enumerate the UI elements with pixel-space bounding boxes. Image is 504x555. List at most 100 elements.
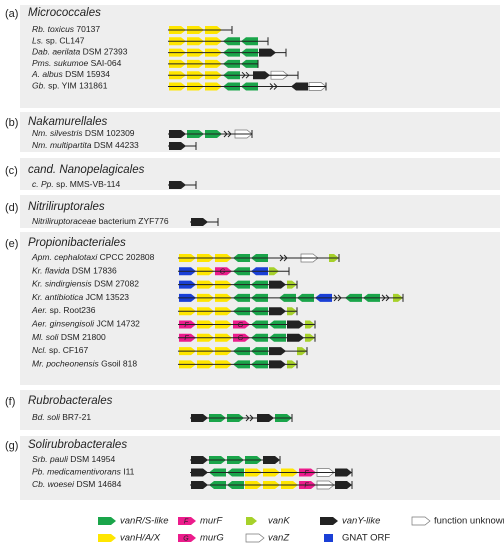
organism: Ls. sp. CL147 [32, 36, 85, 46]
legend-label: vanR/S-like [120, 516, 169, 527]
section-box [20, 436, 500, 500]
strain: I11 [123, 467, 134, 477]
organism: Pb. medicamentivorans I11 [32, 467, 135, 477]
genus: Aer. ginsengisoli [31, 319, 95, 329]
genus: Kr. flavida [32, 266, 70, 276]
section-title: Nitriliruptorales [28, 201, 105, 213]
organism: Nitriliruptoraceae bacterium ZYF776 [32, 216, 169, 226]
strain: JCM 13523 [86, 292, 130, 302]
strain: DSM 27393 [83, 47, 128, 57]
section-letter: (g) [5, 440, 18, 452]
organism: Rb. toxicus 70137 [32, 24, 100, 34]
organism: Cb. woesei DSM 14684 [32, 479, 122, 489]
section-box [20, 195, 500, 228]
gene-letter: G [238, 322, 244, 329]
strain: Gsoil 818 [101, 359, 137, 369]
genus: Nm. silvestris [32, 128, 83, 138]
strain: CPCC 202808 [100, 252, 155, 262]
genus: Pms. sukumoe [32, 58, 88, 68]
section-title: Micrococcales [28, 7, 101, 19]
gene-arrow [320, 517, 338, 525]
section-letter: (f) [5, 396, 15, 408]
organism: Ncl. sp. CF167 [32, 345, 89, 355]
genus: Kr. sindirgiensis [32, 279, 92, 289]
organism: Kr. flavida DSM 17836 [32, 266, 117, 276]
strain: DSM 17836 [72, 266, 117, 276]
organism: A. albus DSM 15934 [31, 69, 110, 79]
genus: Gb. [32, 81, 46, 91]
genus: Aer. [31, 305, 47, 315]
genus: Srb. pauli [32, 454, 69, 464]
strain: sp. YIM 131861 [48, 81, 108, 91]
legend-label: GNAT ORF [342, 533, 390, 544]
genus: Ncl. [32, 345, 47, 355]
organism: Bd. soli BR7-21 [32, 412, 91, 422]
section-title: Nakamurellales [28, 116, 108, 128]
strain: JCM 14732 [96, 319, 140, 329]
genus: Nitriliruptoraceae [32, 216, 97, 226]
legend-label: vanY-like [342, 516, 380, 527]
section-title: Solirubrobacterales [28, 439, 127, 451]
section-title: Rubrobacterales [28, 395, 113, 407]
gene-arrow [245, 533, 265, 543]
gene-letter: F [184, 518, 189, 525]
gene-arrow [178, 534, 196, 542]
organism: Aer. sp. Root236 [31, 305, 96, 315]
section-letter: (e) [5, 238, 18, 250]
gene-letter: G [183, 535, 189, 542]
organism: Nm. multipartita DSM 44233 [32, 140, 139, 150]
organism: Pms. sukumoe SAI-064 [32, 58, 122, 68]
organism: Kr. sindirgiensis DSM 27082 [32, 279, 139, 289]
section-letter: (a) [5, 8, 18, 20]
legend-label: function unknown [434, 516, 504, 527]
strain: sp. CL147 [46, 36, 85, 46]
section-letter: (d) [5, 202, 18, 214]
strain: DSM 27082 [94, 279, 139, 289]
genus: A. albus [31, 69, 63, 79]
organism: Nm. silvestris DSM 102309 [32, 128, 135, 138]
genus: Cb. woesei [32, 479, 75, 489]
legend-label: murG [200, 533, 224, 544]
strain: DSM 21800 [61, 332, 106, 342]
strain: sp. CF167 [49, 345, 88, 355]
strain: DSM 14684 [76, 479, 121, 489]
gene-letter: G [238, 335, 244, 342]
genus: Kr. antibiotica [32, 292, 83, 302]
section-box [20, 390, 500, 430]
gene-letter: G [220, 269, 226, 276]
gene-arrow [178, 517, 196, 525]
organism: Ml. soli DSM 21800 [32, 332, 106, 342]
gene-arrow [246, 517, 257, 525]
gene-letter: F [304, 470, 309, 477]
section-title: Propionibacteriales [28, 237, 126, 249]
organism: Apm. cephalotaxi CPCC 202808 [31, 252, 155, 262]
strain: sp. Root236 [50, 305, 96, 315]
legend-label: vanH/A/X [120, 533, 161, 544]
genus: c. Pp. [32, 179, 54, 189]
organism: Gb. sp. YIM 131861 [32, 81, 108, 91]
section-letter: (b) [5, 117, 18, 129]
strain: sp. MMS-VB-114 [56, 179, 120, 189]
genus: Nm. multipartita [32, 140, 92, 150]
genus: Rb. toxicus [32, 24, 75, 34]
genus: Pb. medicamentivorans [32, 467, 122, 477]
gene-letter: F [184, 335, 189, 342]
section-box [20, 112, 500, 152]
genus: Ls. [32, 36, 43, 46]
strain: bacterium ZYF776 [99, 216, 169, 226]
organism: Aer. ginsengisoli JCM 14732 [31, 319, 140, 329]
organism: c. Pp. sp. MMS-VB-114 [32, 179, 120, 189]
strain: DSM 102309 [85, 128, 135, 138]
genus: Apm. cephalotaxi [31, 252, 98, 262]
section-box [20, 158, 500, 190]
section-title: cand. Nanopelagicales [28, 164, 145, 176]
legend-label: vanZ [268, 533, 290, 544]
strain: SAI-064 [91, 58, 122, 68]
section-letter: (c) [5, 165, 18, 177]
genus: Ml. soli [32, 332, 60, 342]
organism: Kr. antibiotica JCM 13523 [32, 292, 129, 302]
legend-label: murF [200, 516, 223, 527]
strain: DSM 44233 [94, 140, 139, 150]
gene-arrow [98, 534, 116, 542]
